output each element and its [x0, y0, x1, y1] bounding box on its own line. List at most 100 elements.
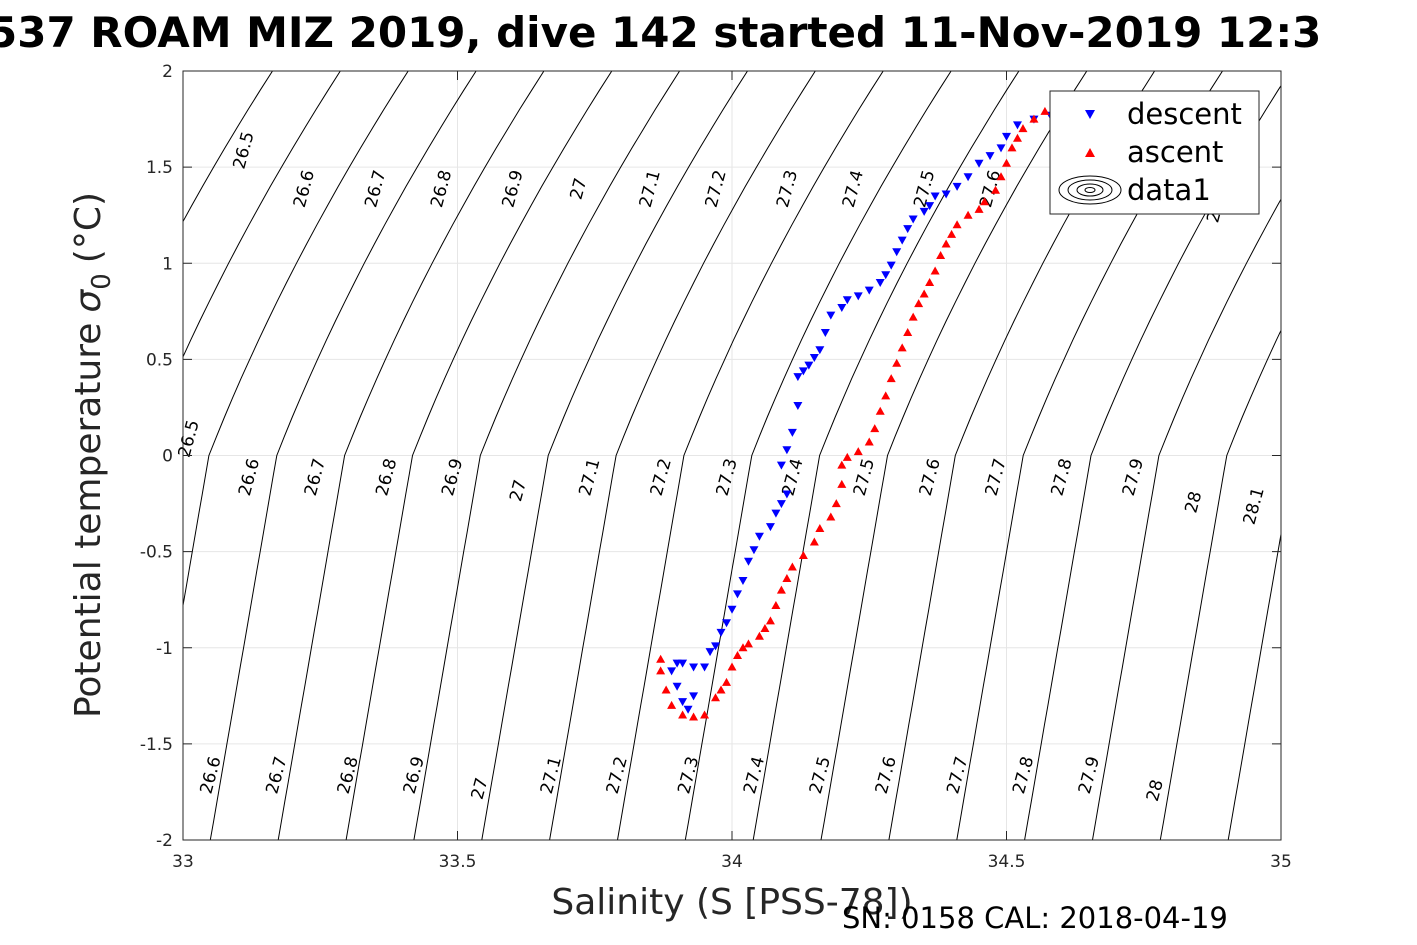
descent-point [875, 278, 885, 287]
x-tick-label: 34 [721, 852, 743, 872]
footer-calibration: SN: 0158 CAL: 2018-04-19 [842, 901, 1228, 935]
x-axis-title: Salinity (S [PSS-78]) [551, 882, 912, 923]
ascent-point [661, 685, 671, 694]
isopycnal-line [549, 71, 816, 840]
ascent-point [815, 524, 825, 533]
ascent-point [963, 210, 973, 219]
descent-point [919, 207, 929, 216]
ascent-point [1029, 114, 1039, 123]
ascent-point [886, 374, 896, 383]
ascent-point [678, 710, 688, 719]
descent-point [683, 705, 693, 714]
ascent-point [908, 312, 918, 321]
ascent-point [980, 197, 990, 206]
descent-point [853, 292, 863, 301]
descent-point [727, 605, 737, 614]
isopycnal-line [752, 71, 1020, 840]
ascent-point [1018, 124, 1028, 133]
axis-ticks: 33 33.5 34 34.5 35 2 1.5 1 0.5 0 -0.5 -1 -1.5 -2 [140, 62, 1292, 872]
y-tick-label: 0 [162, 447, 173, 467]
descent-point [881, 271, 891, 280]
descent-point [793, 402, 803, 411]
y-tick-label: 2 [162, 62, 173, 82]
ascent-point [925, 277, 935, 286]
legend: descent ascent data1 [1049, 90, 1260, 215]
ascent-point [831, 499, 841, 508]
descent-point [754, 532, 764, 541]
descent-point [809, 353, 819, 362]
ascent-point [722, 677, 732, 686]
ascent-point [809, 537, 819, 546]
isopycnal-line [820, 71, 1088, 840]
descent-point [826, 311, 836, 320]
ascent-point [881, 391, 891, 400]
descent-point [738, 576, 748, 585]
descent-point [804, 361, 814, 370]
descent-point [963, 173, 973, 182]
ascent-point [996, 172, 1006, 181]
ascent-point [787, 562, 797, 571]
y-tick-label: 1.5 [146, 158, 173, 178]
isopycnal-line [183, 71, 409, 609]
ascent-point [826, 512, 836, 521]
legend-ascent-marker [1085, 148, 1095, 157]
ascent-point [1040, 106, 1050, 115]
descent-point [743, 557, 753, 566]
ascent-point [842, 452, 852, 461]
ascent-point [864, 437, 874, 446]
ascent-point [765, 616, 775, 625]
ascent-point [1002, 158, 1011, 167]
ascent-point [875, 406, 885, 415]
descent-point [787, 428, 797, 437]
y-axis-title-unit: (°C) [68, 192, 109, 263]
isopycnal-line [209, 71, 477, 840]
ascent-point [776, 585, 786, 594]
descent-point [996, 144, 1006, 153]
ascent-point [837, 460, 847, 469]
x-tick-label: 34.5 [988, 852, 1026, 872]
ascent-point [798, 550, 808, 559]
ascent-point [732, 650, 742, 659]
y-tick-label: 0.5 [146, 350, 173, 370]
descent-point [886, 261, 896, 270]
isopycnal-line [345, 71, 613, 840]
ascent-point [952, 220, 962, 229]
ascent-point [892, 358, 902, 367]
ascent-point [903, 327, 913, 336]
ascent-point [870, 424, 880, 433]
ascent-point [689, 712, 699, 721]
descent-point [749, 546, 759, 555]
ascent-point [1007, 143, 1017, 152]
isopycnal-line [183, 71, 273, 223]
x-tick-label: 33.5 [439, 852, 477, 872]
ascent-point [914, 299, 924, 308]
x-tick-label: 33 [172, 852, 194, 872]
data-series [656, 106, 1055, 721]
ascent-point [1012, 133, 1022, 142]
ascent-point [743, 639, 753, 648]
descent-point [689, 663, 699, 672]
ascent-point [974, 204, 984, 213]
descent-point [798, 367, 808, 376]
descent-point [837, 303, 847, 312]
y-tick-label: -0.5 [140, 543, 173, 563]
descent-point [689, 692, 699, 701]
isopycnal-line [617, 71, 884, 840]
legend-box [1049, 90, 1260, 215]
descent-point [678, 698, 688, 707]
legend-data1-label: data1 [1127, 173, 1211, 207]
y-axis-title-symbol: σ [68, 289, 109, 313]
isopycnal-line [413, 71, 681, 840]
descent-point [925, 202, 935, 211]
ascent-point [700, 710, 710, 719]
y-axis-title-main: Potential temperature [68, 323, 109, 718]
y-axis-title: Potential temperature σ0 (°C) [68, 192, 117, 718]
ascent-point [656, 666, 666, 675]
descent-point [776, 500, 786, 509]
descent-point [903, 225, 913, 234]
chart-title: 537 ROAM MIZ 2019, dive 142 started 11-N… [0, 8, 1321, 57]
isopycnal-line [481, 71, 748, 840]
ascent-point [771, 600, 781, 609]
descent-point [678, 659, 688, 668]
descent-point [765, 523, 775, 532]
